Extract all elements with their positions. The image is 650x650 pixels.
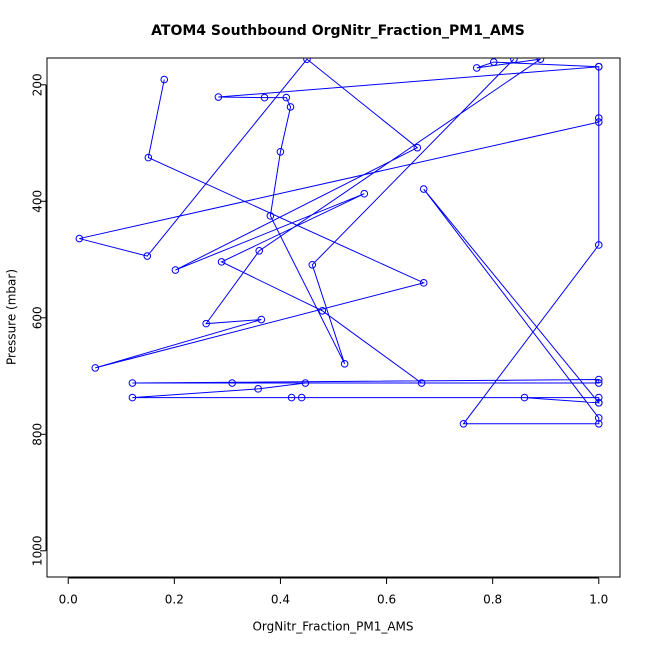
data-point: [286, 103, 295, 111]
x-tick-label: 0.0: [59, 593, 78, 607]
data-point: [472, 64, 481, 72]
data-point: [254, 385, 262, 393]
data-point: [594, 420, 603, 428]
x-tick-label: 0.8: [483, 593, 502, 607]
data-point: [214, 93, 223, 101]
data-point: [217, 258, 226, 266]
data-point: [171, 266, 180, 274]
y-tick-label: 600: [31, 306, 45, 329]
y-axis-label: Pressure (mbar): [5, 269, 19, 365]
data-point: [594, 379, 603, 387]
data-point: [75, 234, 84, 243]
data-point: [144, 153, 153, 162]
y-tick-label: 200: [31, 73, 45, 96]
data-point: [287, 393, 296, 402]
data-point: [594, 241, 603, 249]
data-point: [419, 185, 428, 193]
data-point: [413, 143, 422, 152]
data-point: [536, 58, 545, 63]
data-point: [340, 360, 349, 368]
data-point: [303, 58, 311, 63]
plot-frame: [46, 57, 621, 578]
data-point: [202, 319, 210, 328]
data-point: [160, 75, 169, 84]
data-point: [318, 307, 327, 315]
data-point: [360, 189, 369, 198]
data-point: [260, 93, 269, 102]
data-point: [594, 62, 603, 71]
data-point: [417, 379, 426, 387]
data-point: [459, 420, 468, 428]
data-point: [594, 375, 603, 384]
data-point: [143, 252, 152, 260]
y-tick-label: 1000: [31, 536, 45, 567]
data-point: [297, 393, 306, 402]
data-point: [594, 414, 603, 422]
x-tick-label: 0.6: [377, 593, 396, 607]
data-point: [128, 393, 137, 402]
data-point: [255, 247, 264, 255]
data-point: [128, 379, 137, 387]
data-point: [276, 147, 285, 156]
x-tick-label: 0.2: [165, 593, 184, 607]
data-point: [520, 393, 529, 402]
data-point: [266, 212, 275, 220]
data-line: [79, 58, 600, 425]
data-point: [91, 364, 100, 372]
chart-title: ATOM4 Southbound OrgNitr_Fraction_PM1_AM…: [151, 23, 525, 39]
data-point: [282, 93, 291, 102]
data-point: [257, 315, 266, 324]
data-point: [594, 393, 603, 402]
data-point: [308, 260, 317, 269]
data-point: [489, 58, 498, 66]
x-tick-label: 0.4: [271, 593, 290, 607]
data-point: [594, 114, 603, 122]
x-tick-label: 1.0: [589, 593, 608, 607]
y-tick-label: 400: [31, 190, 45, 213]
x-axis-label: OrgNitr_Fraction_PM1_AMS: [252, 620, 413, 634]
data-point: [228, 379, 236, 387]
data-point: [510, 58, 518, 63]
data-point: [301, 379, 310, 387]
data-point: [594, 399, 603, 407]
data-point: [594, 118, 603, 126]
y-tick-label: 800: [31, 423, 45, 446]
data-point: [419, 279, 428, 287]
